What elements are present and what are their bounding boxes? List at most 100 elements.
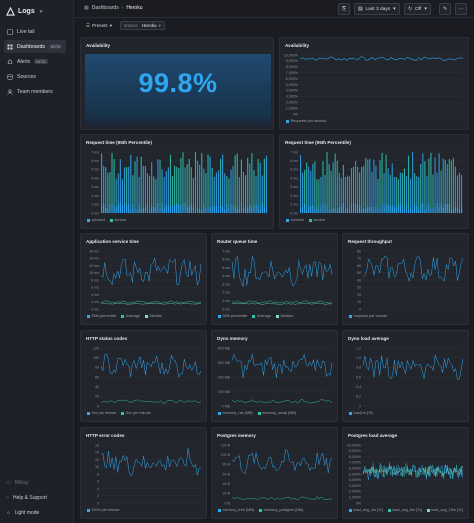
breadcrumb-heroku[interactable]: Heroku [126,5,143,11]
legend-item[interactable]: 5XXs per minute [87,508,120,512]
bar-mark [357,204,359,213]
refresh-select[interactable]: ↻ Off ▾ [404,3,431,15]
legend-item[interactable]: load_avg_15m [%] [426,508,463,512]
bar-mark [432,174,434,213]
bar-mark [330,170,332,213]
bar-mark [123,167,126,213]
bar-mark [377,206,379,213]
share-button[interactable]: ⎘ [338,3,350,15]
legend-item[interactable]: 2xx per minute [87,411,116,415]
y-tick-label: 2,000% [286,101,299,105]
legend-item[interactable]: service [308,218,325,222]
legend-item[interactable]: connect [87,218,105,222]
sidebar-item-alerts[interactable]: Alerts BETA [4,55,66,68]
bar-mark [348,176,351,213]
app-brand[interactable]: Logs ▾ [6,7,42,16]
help-support-link[interactable]: ◌ Help & Support [6,495,47,501]
legend-item[interactable]: 95th percentile [218,314,247,318]
chart-legend: connect service [87,218,126,222]
legend-item[interactable]: load_avg_5m [%] [387,508,422,512]
legend-item[interactable]: connect [286,218,304,222]
series-line [231,448,333,475]
sidebar-item-dashboards[interactable]: Dashboards BETA [4,40,66,53]
bar-mark [393,176,395,213]
legend-swatch [387,508,391,512]
time-range-select[interactable]: ▤ Last 3 days ▾ [354,3,400,15]
request-time-card-2: Request time (95th Percentile) 7 ms 6 ms 5… [279,134,469,229]
legend-item[interactable]: memory_free (MB) [218,508,254,512]
legend-item[interactable]: Average [121,314,140,318]
presets-dropdown[interactable]: ☰ Presets ▾ [83,21,115,30]
sidebar-item-team-members[interactable]: Team members [4,85,66,98]
bar-mark [209,156,211,213]
chevron-down-icon: ▾ [158,22,161,28]
y-tick-label: 0 [97,404,99,408]
share-icon: ⎘ [342,7,346,12]
bar-mark [101,206,103,213]
bar-mark [190,167,192,213]
bar-mark [436,203,438,213]
chevron-down-icon: ▾ [393,6,396,12]
bar-mark [215,206,217,213]
billing-link[interactable]: ▭ Billing [6,480,28,486]
legend-item[interactable]: 95th percentile [87,314,116,318]
bar-mark [167,167,169,213]
bar-mark [371,206,373,213]
source-filter-chip[interactable]: source Heroku ▾ [120,21,165,30]
bar-mark [344,209,346,213]
help-icon: ◌ [6,495,9,501]
y-tick-label: 8 [97,472,99,476]
card-title: Availability [285,43,310,48]
breadcrumb-dashboards[interactable]: Dashboards [91,5,119,11]
legend-item[interactable]: service [109,218,126,222]
bar-mark [136,156,138,213]
bar-mark [155,206,157,213]
bar-mark [363,208,365,213]
bar-mark [105,167,107,213]
card-title: Postgres load average [348,433,398,438]
light-mode-toggle[interactable]: ☼ Light mode [6,510,39,516]
legend-item[interactable]: Median [145,314,162,318]
y-tick-label: 0.6 [356,375,361,379]
app-name: Logs [18,8,35,15]
bar-mark [265,155,268,213]
bar-mark [308,206,310,213]
more-button[interactable]: ⋯ [455,3,467,15]
bar-mark [115,207,117,213]
logo-icon [6,7,15,16]
legend-item[interactable]: Average [252,314,271,318]
series-line [231,302,333,305]
legend-item[interactable]: memory_swap (MB) [257,411,296,415]
bar-mark [182,203,184,213]
sidebar-item-live-tail[interactable]: Live tail [4,25,66,38]
y-tick-label: 10,000% [284,53,299,57]
sidebar-item-sources[interactable]: Sources [4,70,66,83]
bar-mark [395,176,397,213]
y-tick-label: 16 ms [89,249,99,253]
top-bar: ▦ Dashboards › Heroku ⎘ ▤ Last 3 days ▾ … [75,0,474,18]
legend-item[interactable]: load1m [%] [349,411,373,415]
bar-mark [420,204,422,213]
bar-mark [169,154,172,213]
card-title: HTTP error codes [86,433,125,438]
request-time-card-1: Request time (95th Percentile) 7 ms 6 ms 5… [80,134,274,229]
series-line [231,496,333,501]
legend-item[interactable]: memory_rss (MB) [218,411,253,415]
legend-item[interactable]: 3xx per minute [121,411,151,415]
bar-mark [350,203,353,213]
bar-mark [340,206,342,213]
legend-item[interactable]: Requests per second [286,119,326,123]
chart-svg: 16 14 12 10 8 6 4 2 0 [95,443,202,505]
bar-mark [186,164,188,213]
legend-label: requests per minute [353,314,388,318]
sidebar-item-label: Team members [17,88,53,95]
bar-mark [403,168,406,213]
beta-badge: BETA [34,59,48,64]
legend-item[interactable]: Median [276,314,293,318]
legend-item[interactable]: requests per minute [349,314,387,318]
bar-mark [257,159,259,213]
legend-item[interactable]: load_avg_1m [%] [349,508,383,512]
bar-mark [245,205,247,213]
legend-item[interactable]: memory_postgres (MB) [259,508,303,512]
edit-button[interactable]: ✎ [439,3,451,15]
